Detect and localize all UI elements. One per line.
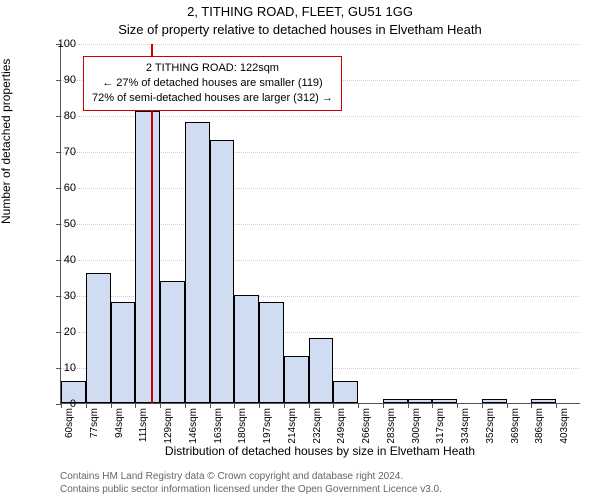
histogram-bar [111,302,136,403]
annotation-line: ← 27% of detached houses are smaller (11… [92,76,333,91]
histogram-bar [432,399,457,403]
histogram-bar [284,356,309,403]
chart-container: 2, TITHING ROAD, FLEET, GU51 1GG Size of… [0,0,600,500]
x-tick-mark [432,403,433,408]
plot-area: 2 TITHING ROAD: 122sqm← 27% of detached … [60,44,580,404]
histogram-bar [185,122,210,403]
footer-line-1: Contains HM Land Registry data © Crown c… [60,471,442,484]
y-tick-label: 10 [36,362,76,374]
y-tick-label: 40 [36,254,76,266]
annotation-line: 72% of semi-detached houses are larger (… [92,91,333,106]
x-tick-mark [383,403,384,408]
chart-subtitle: Size of property relative to detached ho… [0,22,600,37]
y-tick-label: 20 [36,326,76,338]
x-tick-mark [210,403,211,408]
x-tick-mark [135,403,136,408]
x-tick-mark [507,403,508,408]
annotation-box: 2 TITHING ROAD: 122sqm← 27% of detached … [83,56,342,111]
y-tick-label: 50 [36,218,76,230]
x-tick-mark [408,403,409,408]
x-tick-mark [86,403,87,408]
histogram-bar [383,399,408,403]
x-tick-mark [160,403,161,408]
histogram-bar [309,338,334,403]
x-tick-mark [333,403,334,408]
histogram-bar [531,399,556,403]
x-tick-mark [234,403,235,408]
x-tick-mark [531,403,532,408]
chart-title: 2, TITHING ROAD, FLEET, GU51 1GG [0,4,600,19]
x-tick-mark [284,403,285,408]
histogram-bar [408,399,433,403]
y-axis-label: Number of detached properties [0,59,13,224]
x-tick-mark [358,403,359,408]
x-tick-mark [556,403,557,408]
histogram-bar [234,295,259,403]
y-tick-label: 100 [36,38,76,50]
histogram-bar [86,273,111,403]
x-tick-mark [259,403,260,408]
footer-attribution: Contains HM Land Registry data © Crown c… [60,471,442,496]
y-tick-label: 90 [36,74,76,86]
x-axis-label: Distribution of detached houses by size … [60,444,580,458]
histogram-bar [160,281,185,403]
histogram-bar [259,302,284,403]
y-tick-label: 30 [36,290,76,302]
grid-line [61,44,580,45]
histogram-bar [482,399,507,403]
x-tick-mark [482,403,483,408]
x-tick-mark [309,403,310,408]
y-tick-label: 70 [36,146,76,158]
histogram-bar [135,111,160,403]
annotation-line: 2 TITHING ROAD: 122sqm [92,61,333,76]
y-tick-label: 60 [36,182,76,194]
histogram-bar [210,140,235,403]
x-tick-mark [111,403,112,408]
x-tick-mark [457,403,458,408]
y-tick-label: 80 [36,110,76,122]
x-tick-mark [185,403,186,408]
footer-line-2: Contains public sector information licen… [60,484,442,497]
histogram-bar [333,381,358,403]
